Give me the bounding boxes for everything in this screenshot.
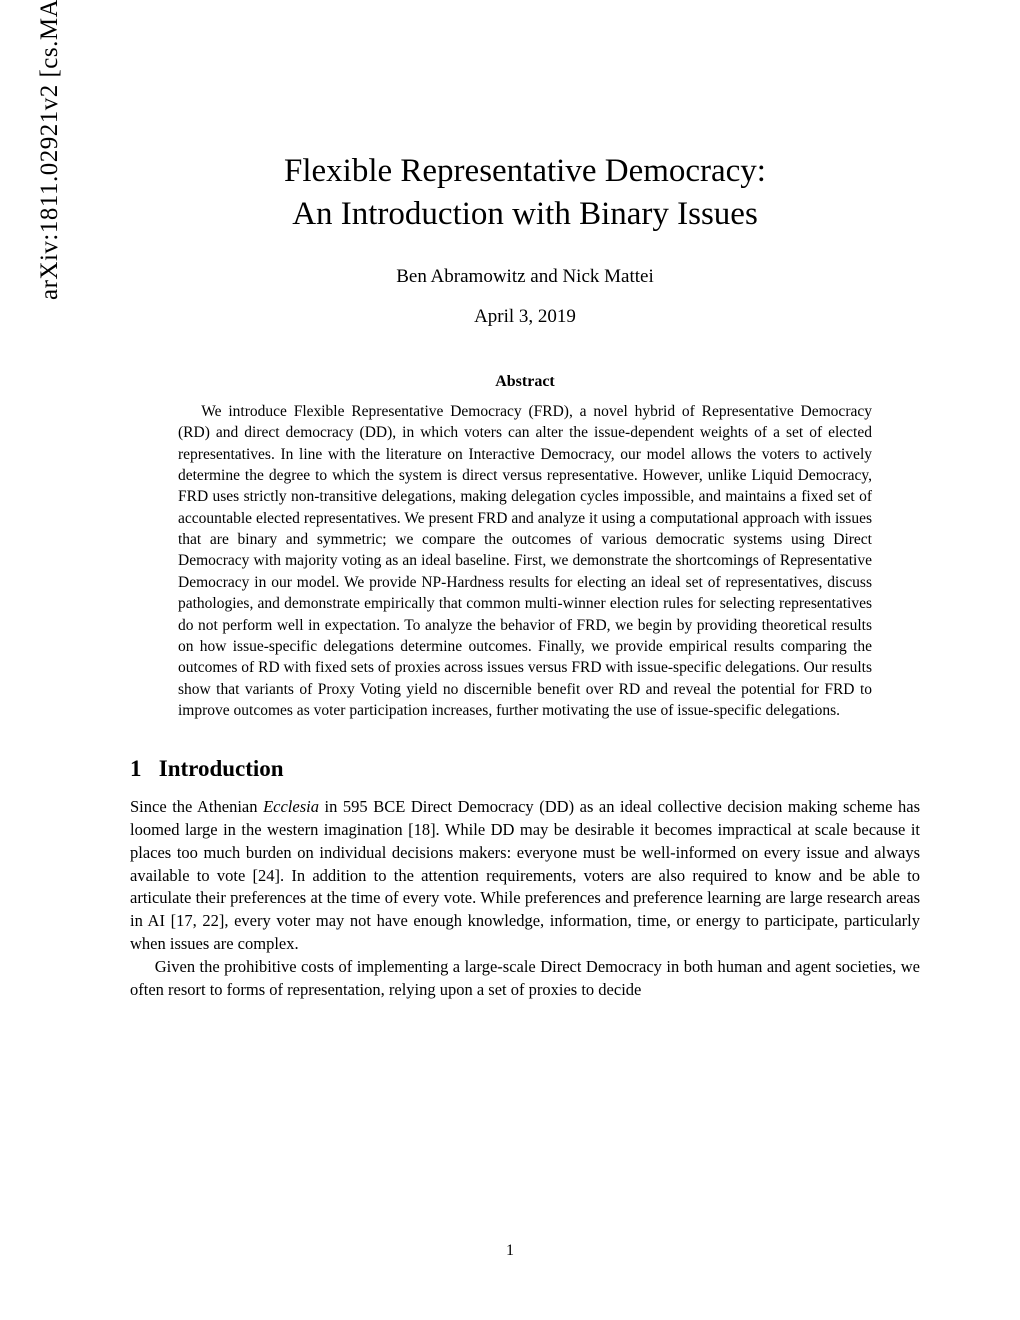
abstract-heading: Abstract [130,373,920,391]
arxiv-identifier: arXiv:1811.02921v2 [cs.MA] 1 Apr 2019 [36,0,64,300]
paper-date: April 3, 2019 [130,306,920,328]
section-1-heading: 1 Introduction [130,756,920,782]
abstract-body: We introduce Flexible Representative Dem… [178,401,872,722]
section-number: 1 [130,756,142,781]
intro-paragraph-2: Given the prohibitive costs of implement… [130,956,920,1002]
intro-p1-pre: Since the Athenian [130,797,263,816]
paper-authors: Ben Abramowitz and Nick Mattei [130,266,920,288]
section-title: Introduction [159,756,284,781]
title-line-1: Flexible Representative Democracy: [284,153,766,189]
title-line-2: An Introduction with Binary Issues [292,196,758,232]
intro-p1-italic: Ecclesia [263,797,319,816]
paper-title: Flexible Representative Democracy: An In… [130,150,920,236]
intro-p1-post: in 595 BCE Direct Democracy (DD) as an i… [130,797,920,953]
page-number: 1 [0,1242,1020,1260]
intro-paragraph-1: Since the Athenian Ecclesia in 595 BCE D… [130,796,920,955]
paper-content: Flexible Representative Democracy: An In… [130,150,920,1001]
